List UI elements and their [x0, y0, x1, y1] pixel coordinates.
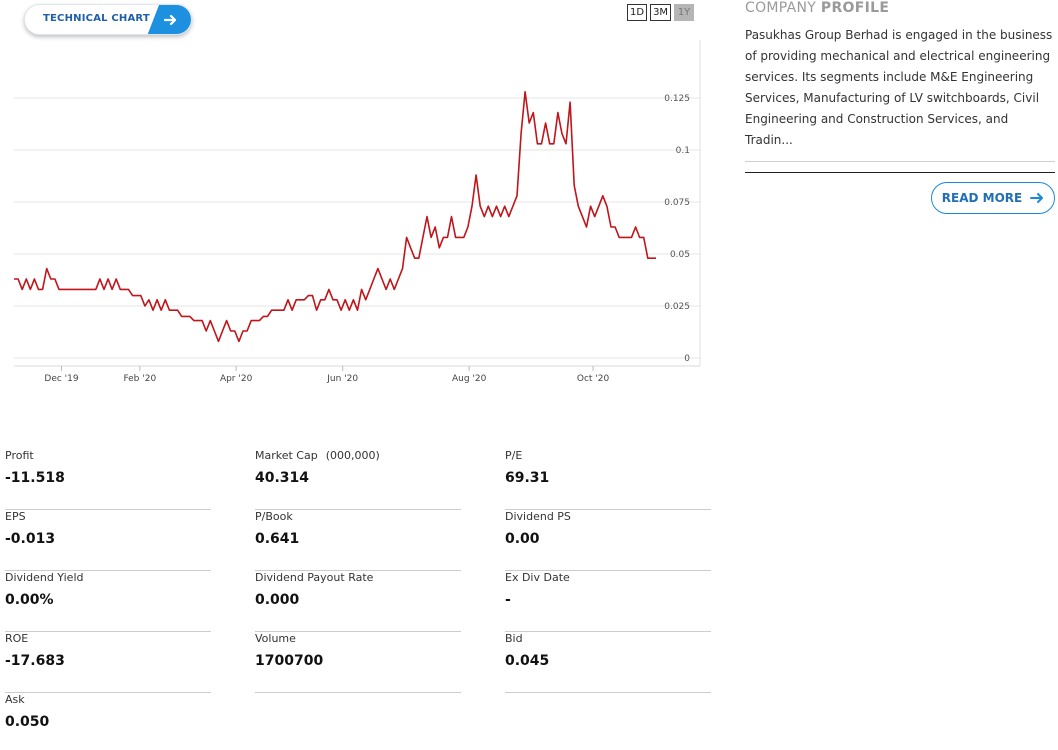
arrow-right-icon [164, 14, 177, 26]
y-tick-label: 0.025 [664, 302, 690, 312]
stat-value: -17.683 [5, 653, 65, 669]
stat-roe: ROE -17.683 [5, 632, 211, 693]
stat-label: Dividend PS [505, 510, 571, 523]
chart-gridlines [14, 40, 701, 367]
x-tick-label: Oct '20 [577, 374, 610, 384]
read-more-button[interactable]: READ MORE [931, 182, 1055, 214]
y-tick-label: 0.1 [676, 146, 690, 156]
range-1y-button[interactable]: 1Y [674, 4, 695, 21]
stat-volume: Volume 1700700 [255, 632, 461, 693]
technical-chart-button[interactable]: TECHNICAL CHART [24, 4, 192, 35]
stat-label: Profit [5, 449, 34, 462]
stat-dividend-yield: Dividend Yield 0.00% [5, 571, 211, 632]
stat-pe: P/E 69.31 [505, 449, 711, 510]
divider [745, 161, 1055, 162]
technical-chart-arrow [147, 5, 191, 34]
x-tick-label: Dec '19 [44, 374, 78, 384]
stat-label: Dividend Payout Rate [255, 571, 374, 584]
stat-ask: Ask 0.050 [5, 693, 211, 750]
stat-label: Market Cap [255, 449, 318, 462]
stat-p-book: P/Book 0.641 [255, 510, 461, 571]
y-tick-label: 0.05 [670, 250, 690, 260]
stat-label-group: Market Cap (000,000) [255, 449, 380, 462]
divider [745, 172, 1055, 173]
y-tick-label: 0 [684, 354, 690, 364]
x-tick-label: Apr '20 [220, 374, 253, 384]
stat-label: ROE [5, 632, 29, 645]
stat-dividend-ps: Dividend PS 0.00 [505, 510, 711, 571]
stat-value: 0.641 [255, 531, 300, 547]
stat-profit: Profit -11.518 [5, 449, 211, 510]
stat-value: 69.31 [505, 470, 550, 486]
price-chart: 0.125 0.1 0.075 0.05 0.025 0 Dec '19 Feb '20 Ap… [14, 40, 701, 384]
stat-value: 1700700 [255, 653, 324, 669]
range-1d-button[interactable]: 1D [627, 4, 648, 21]
x-tick-label: Jun '20 [326, 374, 358, 384]
stat-label: Ask [5, 693, 25, 706]
profile-title-bold: PROFILE [820, 0, 890, 16]
y-tick-label: 0.125 [664, 94, 690, 104]
stat-value: 0.00 [505, 531, 540, 547]
stat-value: 0.050 [5, 714, 50, 730]
stat-label: Volume [255, 632, 296, 645]
profile-description: Pasukhas Group Berhad is engaged in the … [745, 28, 1053, 147]
y-tick-label: 0.075 [664, 198, 690, 208]
chart-x-axis: Dec '19 Feb '20 Apr '20 Jun '20 Aug '20 Oct '… [44, 366, 610, 384]
read-more-label: READ MORE [941, 191, 1023, 205]
stat-dividend-payout-rate: Dividend Payout Rate 0.000 [255, 571, 461, 632]
stat-label: P/E [505, 449, 523, 462]
stat-label: Bid [505, 632, 523, 645]
arrow-right-icon [1030, 193, 1044, 203]
price-series-line [14, 90, 656, 343]
stat-value: 0.00% [5, 592, 54, 608]
profile-title-light: COMPANY [745, 0, 817, 16]
stat-value: -11.518 [5, 470, 65, 486]
technical-chart-label: TECHNICAL CHART [43, 13, 150, 24]
profile-title: COMPANY PROFILE [745, 0, 1055, 16]
range-3m-button[interactable]: 3M [650, 4, 672, 21]
stat-unit: (000,000) [325, 449, 380, 462]
stat-label: Ex Div Date [505, 571, 570, 584]
range-selector: 1D 3M 1Y [627, 4, 695, 21]
chart-y-axis: 0.125 0.1 0.075 0.05 0.025 0 [664, 94, 690, 364]
stat-label: Dividend Yield [5, 571, 84, 584]
stat-value: 40.314 [255, 470, 310, 486]
stat-ex-div-date: Ex Div Date - [505, 571, 711, 632]
stat-eps: EPS -0.013 [5, 510, 211, 571]
stat-label: EPS [5, 510, 26, 523]
company-profile: COMPANY PROFILE Pasukhas Group Berhad is… [745, 0, 1055, 214]
stat-value: 0.000 [255, 592, 300, 608]
stat-value: - [505, 592, 511, 608]
x-tick-label: Aug '20 [452, 374, 487, 384]
stat-value: -0.013 [5, 531, 56, 547]
stat-value: 0.045 [505, 653, 550, 669]
x-tick-label: Feb '20 [123, 374, 156, 384]
stat-bid: Bid 0.045 [505, 632, 711, 693]
stat-market-cap: Market Cap (000,000) 40.314 [255, 449, 461, 510]
stat-label: P/Book [255, 510, 293, 523]
